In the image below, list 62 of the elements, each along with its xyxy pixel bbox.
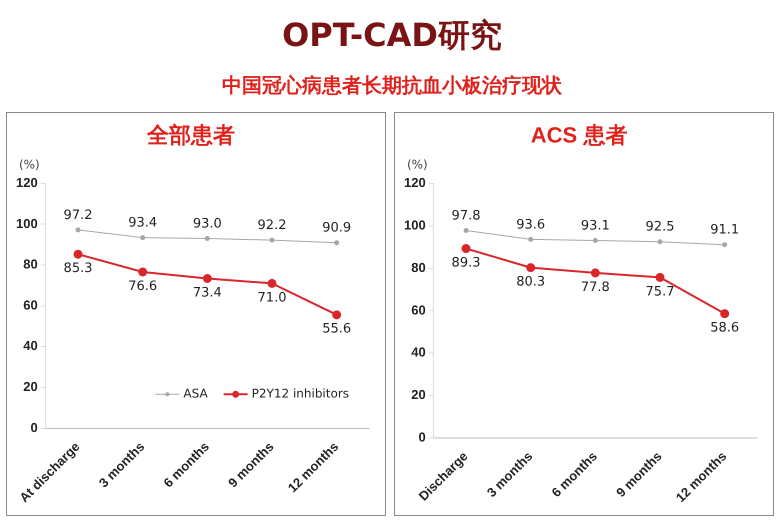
point	[464, 228, 469, 233]
y-tick-label: 120	[16, 174, 38, 190]
data-label: 80.3	[516, 274, 546, 290]
data-label: 55.6	[322, 322, 352, 337]
y-tick-label: 60	[411, 302, 426, 318]
point	[76, 227, 81, 232]
point	[74, 250, 83, 259]
y-tick-label: 60	[23, 297, 38, 312]
data-label: 97.2	[64, 208, 92, 223]
y-tick-label: 100	[16, 216, 38, 231]
point	[592, 238, 598, 243]
data-label: 93.6	[516, 217, 546, 232]
point	[270, 238, 275, 243]
y-tick-label: 20	[23, 379, 38, 394]
y-tick-label: 40	[23, 338, 38, 354]
data-label: 75.7	[646, 284, 674, 300]
legend-label: ASA	[183, 386, 208, 400]
data-label: 76.6	[128, 278, 158, 294]
point	[526, 263, 536, 272]
data-label: 92.2	[258, 218, 286, 234]
y-axis-title: (%)	[406, 158, 428, 172]
chart-title: ACS 患者	[530, 122, 628, 148]
y-tick-label: 120	[404, 174, 426, 190]
point	[204, 236, 210, 241]
y-axis-title: (%)	[18, 158, 40, 172]
y-tick-label: 0	[30, 420, 38, 435]
point	[656, 272, 665, 282]
text: 中国冠心病患者长期抗血小板治疗现状	[221, 72, 563, 99]
y-tick-label: 80	[411, 260, 426, 275]
data-label: 71.0	[258, 290, 286, 306]
legend-label: P2Y12 inhibitors	[252, 386, 350, 400]
point	[722, 242, 728, 248]
point	[528, 236, 534, 242]
point	[140, 235, 146, 240]
point	[332, 310, 342, 320]
y-tick-label: 80	[23, 256, 38, 272]
chart-title: 全部患者	[146, 122, 235, 148]
data-label: 58.6	[710, 320, 740, 336]
y-tick-label: 100	[404, 217, 426, 232]
data-label: 93.1	[580, 218, 610, 234]
y-tick-label: 0	[418, 430, 426, 445]
data-label: 92.5	[646, 220, 674, 235]
point	[334, 240, 340, 246]
data-label: 73.4	[192, 285, 222, 300]
data-label: 90.9	[322, 220, 352, 236]
data-label: 93.4	[128, 216, 158, 231]
point	[590, 268, 600, 278]
y-tick-label: 20	[411, 387, 426, 402]
data-label: 91.1	[710, 222, 740, 238]
point	[138, 267, 148, 276]
point	[462, 244, 471, 254]
data-label: 77.8	[580, 280, 610, 295]
point	[658, 239, 663, 244]
data-label: 93.0	[192, 216, 222, 232]
data-label: 89.3	[452, 255, 480, 270]
y-tick-label: 40	[411, 344, 426, 360]
point	[202, 274, 212, 283]
point	[268, 278, 277, 288]
data-label: 85.3	[64, 261, 92, 276]
data-label: 97.8	[452, 208, 480, 224]
point	[720, 309, 730, 318]
text: OPT-CAD研究	[281, 15, 503, 56]
